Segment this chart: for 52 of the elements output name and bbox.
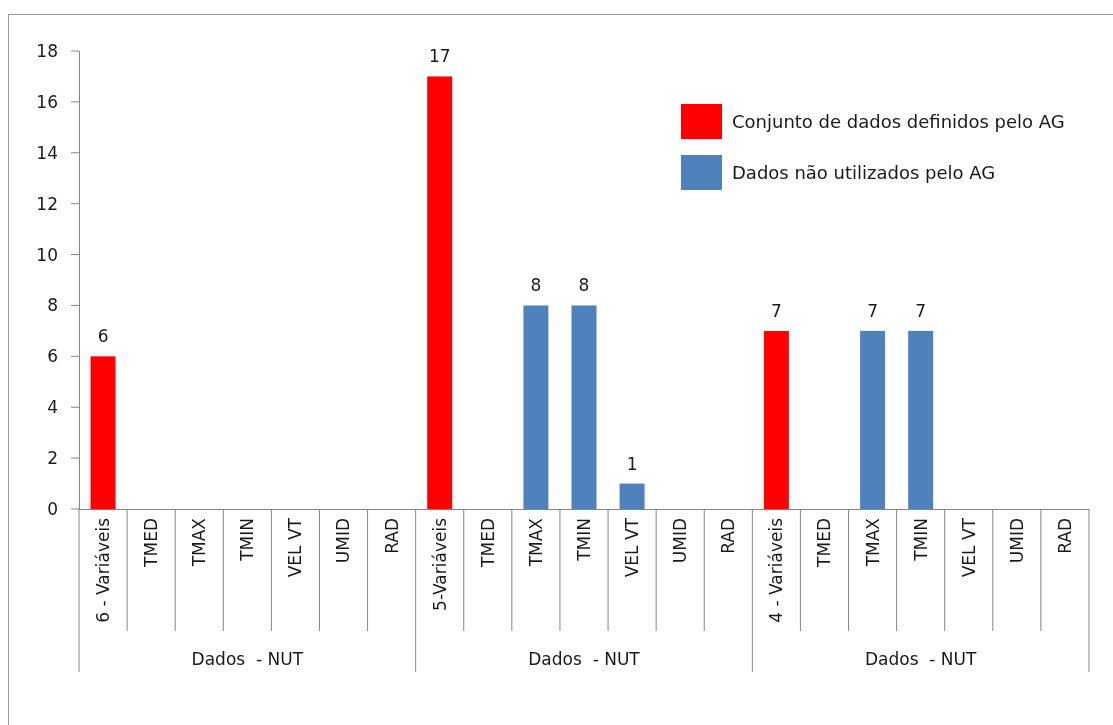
bar bbox=[860, 330, 886, 509]
data-label: 7 bbox=[867, 300, 878, 321]
bar bbox=[523, 305, 549, 509]
x-tick-label: TMED bbox=[141, 518, 162, 568]
x-tick-label: VEL VT bbox=[285, 517, 306, 578]
x-tick-label: TMED bbox=[477, 518, 498, 568]
bar bbox=[90, 356, 116, 509]
text: Dados - NUT bbox=[864, 648, 977, 669]
x-tick-label: UMID bbox=[1006, 518, 1027, 564]
legend-label: Dados não utilizados pelo AG bbox=[732, 162, 996, 184]
y-tick-label: 2 bbox=[47, 448, 58, 469]
x-tick-label: TMAX bbox=[862, 517, 883, 568]
y-tick-label: 0 bbox=[47, 498, 58, 519]
data-label: 17 bbox=[428, 46, 451, 67]
y-tick-label: 4 bbox=[47, 397, 58, 418]
x-tick-label: RAD bbox=[1054, 518, 1075, 554]
y-tick-label: 6 bbox=[47, 346, 58, 367]
bar bbox=[427, 76, 453, 509]
data-label: 8 bbox=[578, 275, 590, 296]
bar bbox=[571, 305, 597, 509]
x-tick-label: 5-Variáveis bbox=[429, 517, 450, 611]
y-tick-label: 8 bbox=[47, 295, 58, 316]
text: Dados - NUT bbox=[191, 648, 304, 669]
x-tick-label: TMIN bbox=[910, 518, 931, 562]
x-tick-label: VEL VT bbox=[958, 517, 979, 578]
y-tick-label: 12 bbox=[36, 193, 58, 214]
x-tick-label: VEL VT bbox=[622, 517, 643, 578]
data-label: 6 bbox=[97, 326, 109, 347]
data-label: 8 bbox=[530, 275, 542, 296]
x-tick-label: TMIN bbox=[573, 518, 594, 562]
x-tick-label: RAD bbox=[718, 518, 739, 554]
data-label: 1 bbox=[626, 453, 638, 474]
data-label: 7 bbox=[915, 300, 927, 321]
x-tick-label: TMAX bbox=[525, 517, 546, 568]
y-tick-label: 18 bbox=[36, 40, 58, 61]
x-tick-label: TMIN bbox=[237, 518, 258, 562]
x-tick-label: 6 - Variáveis bbox=[93, 517, 113, 623]
legend-label: Conjunto de dados definidos pelo AG bbox=[732, 111, 1065, 133]
bar bbox=[619, 483, 645, 509]
y-tick-label: 16 bbox=[36, 91, 58, 112]
x-tick-label: UMID bbox=[670, 518, 691, 564]
x-tick-label: UMID bbox=[333, 518, 354, 564]
x-tick-label: TMAX bbox=[189, 517, 210, 568]
data-label: 7 bbox=[770, 300, 782, 321]
y-tick-label: 10 bbox=[36, 244, 58, 265]
x-tick-label: TMED bbox=[814, 518, 835, 568]
y-tick-label: 14 bbox=[36, 142, 58, 163]
x-tick-label: 4 - Variáveis bbox=[766, 517, 787, 623]
bar bbox=[908, 330, 934, 509]
bar bbox=[763, 330, 789, 509]
x-tick-label: RAD bbox=[381, 518, 402, 554]
text: Dados - NUT bbox=[528, 648, 641, 669]
